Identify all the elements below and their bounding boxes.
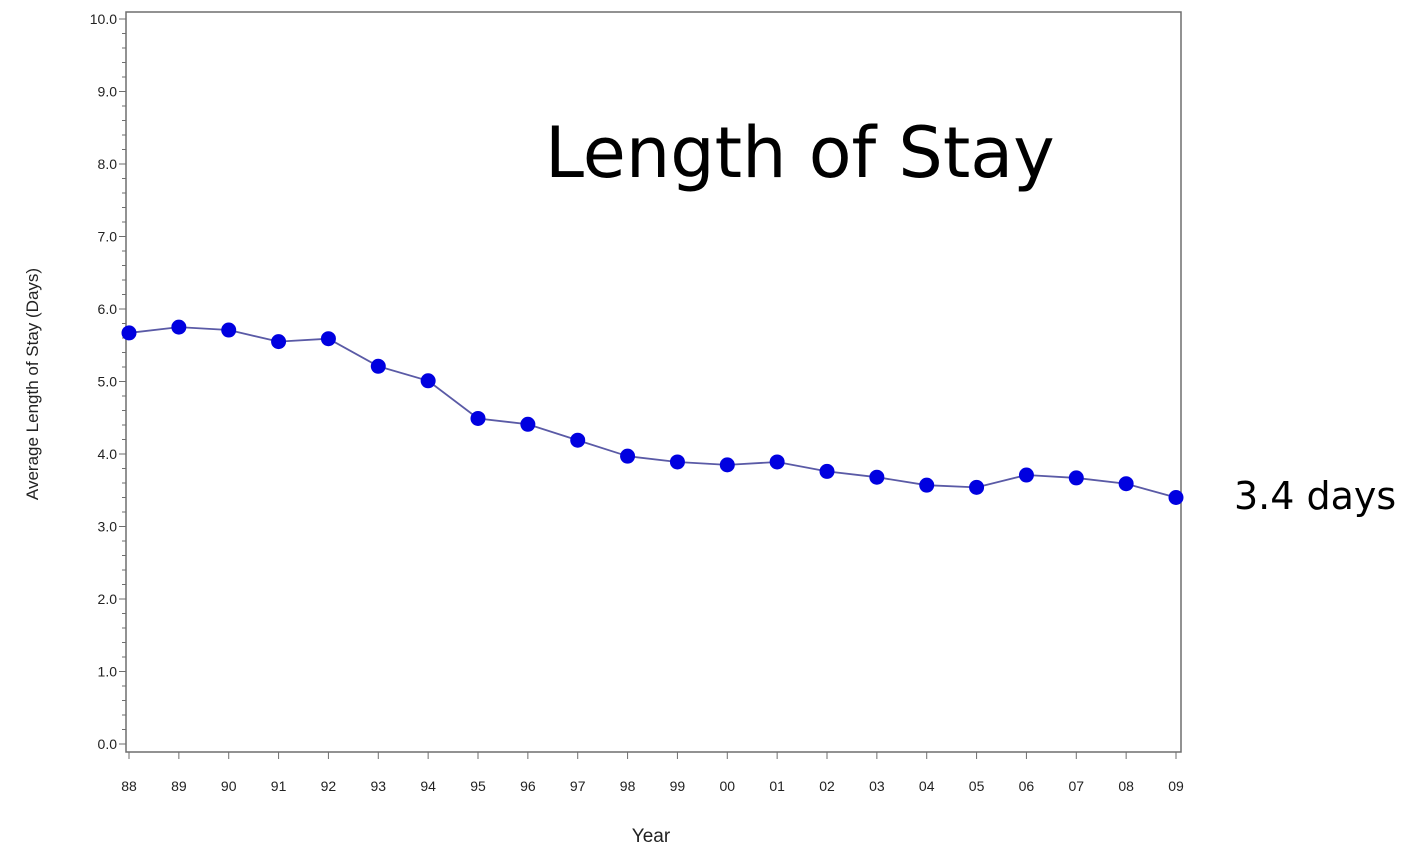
y-tick-label: 7.0 <box>98 229 118 245</box>
data-point <box>1068 470 1084 486</box>
series-line <box>128 326 1177 499</box>
data-point <box>669 454 685 470</box>
data-point <box>719 457 735 473</box>
data-point <box>171 319 187 335</box>
x-tick-label: 94 <box>420 778 436 794</box>
x-tick-label: 99 <box>670 778 686 794</box>
y-tick-label: 5.0 <box>98 374 118 390</box>
data-point <box>819 463 835 479</box>
x-tick-label: 89 <box>171 778 187 794</box>
x-tick-label: 97 <box>570 778 586 794</box>
data-point <box>570 432 586 448</box>
x-tick-label: 06 <box>1019 778 1035 794</box>
y-tick-label: 4.0 <box>98 446 118 462</box>
data-point <box>969 479 985 495</box>
data-point <box>919 477 935 493</box>
data-point <box>769 454 785 470</box>
x-tick-label: 88 <box>121 778 137 794</box>
data-point <box>470 410 486 426</box>
y-tick-label: 1.0 <box>98 664 118 680</box>
data-point <box>420 373 436 389</box>
y-tick-label: 9.0 <box>98 84 118 100</box>
final-value-annotation: 3.4 days <box>1234 474 1397 518</box>
data-point <box>1118 476 1134 492</box>
x-tick-label: 07 <box>1068 778 1084 794</box>
y-tick-label: 3.0 <box>98 519 118 535</box>
y-axis-label: Average Length of Stay (Days) <box>23 268 42 500</box>
y-tick-label: 10.0 <box>90 11 117 27</box>
y-tick-label: 8.0 <box>98 156 118 172</box>
x-tick-label: 93 <box>370 778 386 794</box>
data-point <box>221 322 237 338</box>
y-tick-label: 6.0 <box>98 301 118 317</box>
x-tick-label: 08 <box>1118 778 1134 794</box>
x-tick-label: 01 <box>769 778 785 794</box>
x-axis-label: Year <box>632 826 671 844</box>
x-tick-label: 92 <box>321 778 337 794</box>
data-point <box>121 325 137 341</box>
chart-title: Length of Stay <box>545 112 1055 194</box>
x-tick-label: 04 <box>919 778 935 794</box>
x-tick-label: 02 <box>819 778 835 794</box>
x-tick-label: 03 <box>869 778 885 794</box>
data-point <box>869 469 885 485</box>
x-tick-label: 09 <box>1168 778 1184 794</box>
data-point <box>370 358 386 374</box>
x-tick-label: 96 <box>520 778 536 794</box>
y-tick-label: 2.0 <box>98 591 118 607</box>
x-tick-label: 95 <box>470 778 486 794</box>
x-tick-label: 00 <box>719 778 735 794</box>
data-point <box>1168 490 1184 505</box>
y-tick-label: 0.0 <box>98 736 118 752</box>
x-tick-label: 91 <box>271 778 287 794</box>
x-tick-label: 90 <box>221 778 237 794</box>
data-point <box>271 334 287 350</box>
data-point <box>620 448 636 464</box>
x-tick-label: 98 <box>620 778 636 794</box>
data-point <box>1018 467 1034 483</box>
data-point <box>320 331 336 347</box>
data-point <box>520 416 536 432</box>
x-tick-label: 05 <box>969 778 985 794</box>
